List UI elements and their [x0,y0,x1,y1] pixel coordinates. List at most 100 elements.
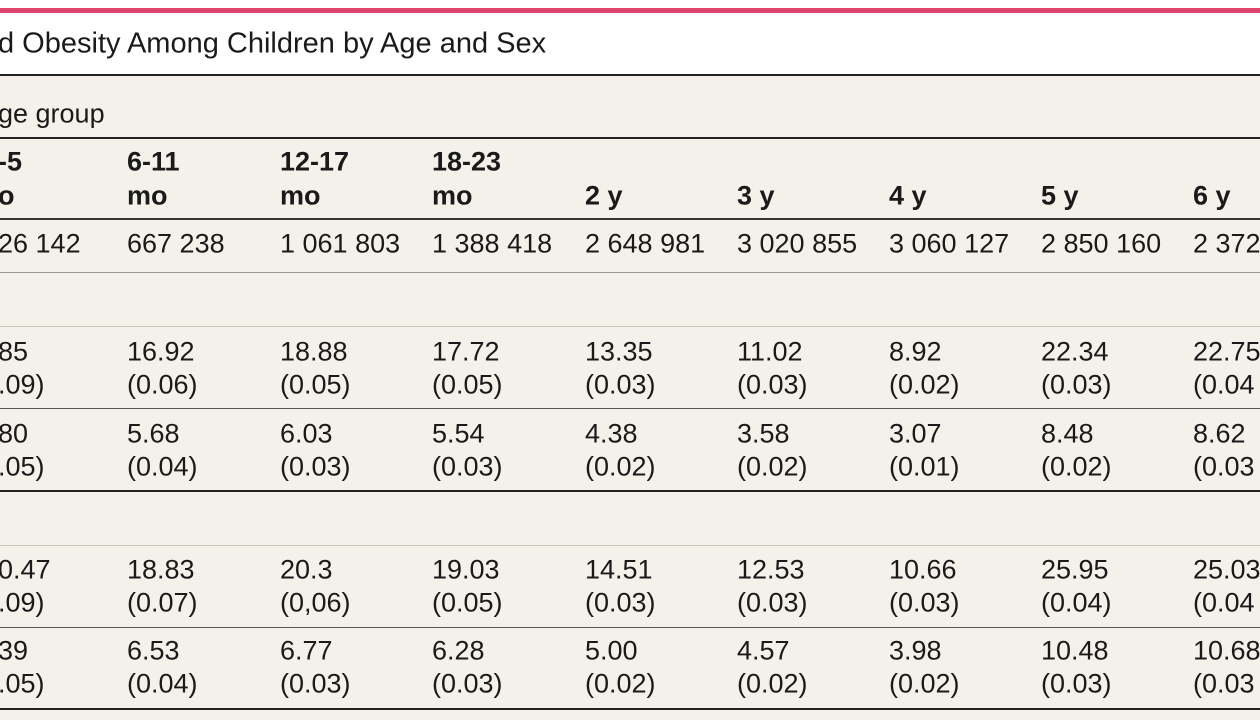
value-cell: (0.03) [432,451,503,482]
value-cell: (0.02) [737,451,808,482]
row-rule [0,218,1260,220]
count-cell: 3 060 127 [889,228,1010,259]
value-cell: 17.72 [432,336,500,367]
value-cell: (0.03 [1193,451,1255,482]
column-header: -5 [0,146,23,177]
value-cell: (0.02) [737,668,808,699]
value-cell: (0.01) [889,451,960,482]
row-rule [0,490,1260,492]
value-cell: (0.03) [737,369,808,400]
value-cell: (0.03) [432,668,503,699]
row-rule [0,708,1260,710]
value-cell: 3.07 [889,418,942,449]
value-cell: .09) [0,587,45,618]
value-cell: 39 [0,635,29,666]
value-cell: 12.53 [737,554,805,585]
value-cell: (0.02) [889,369,960,400]
value-cell: (0.02) [585,451,656,482]
value-cell: (0.05) [432,369,503,400]
value-cell: 8.92 [889,336,942,367]
row-rule [0,545,1260,546]
column-header: 4 y [889,180,927,211]
value-cell: 80 [0,418,29,449]
value-cell: (0.04 [1193,587,1255,618]
value-cell: 18.83 [127,554,195,585]
value-cell: (0.02) [1041,451,1112,482]
value-cell: 25.03 [1193,554,1260,585]
column-header: 6 y [1193,180,1231,211]
value-cell: (0.03) [585,369,656,400]
value-cell: (0.06) [127,369,198,400]
section-label: ge group [0,98,105,129]
value-cell: 25.95 [1041,554,1109,585]
value-cell: (0.04) [127,451,198,482]
value-cell: 8.48 [1041,418,1094,449]
value-cell: (0.03) [889,587,960,618]
value-cell: (0.03) [280,451,351,482]
value-cell: 6.03 [280,418,333,449]
count-cell: 2 850 160 [1041,228,1162,259]
row-rule [0,326,1260,327]
column-header: mo [127,180,168,211]
count-cell: 1 061 803 [280,228,401,259]
value-cell: 8.62 [1193,418,1246,449]
count-cell: 26 142 [0,228,81,259]
value-cell: 22.34 [1041,336,1109,367]
value-cell: 3.58 [737,418,790,449]
value-cell: 6.53 [127,635,180,666]
row-rule [0,74,1260,76]
value-cell: 10.48 [1041,635,1109,666]
row-rule [0,408,1260,409]
table-title: d Obesity Among Children by Age and Sex [0,27,547,60]
row-rule [0,137,1260,139]
value-cell: 14.51 [585,554,653,585]
count-cell: 1 388 418 [432,228,553,259]
column-header: 3 y [737,180,775,211]
column-header: 18-23 [432,146,502,177]
value-cell: (0.07) [127,587,198,618]
value-cell: 85 [0,336,29,367]
value-cell: 11.02 [737,336,803,367]
value-cell: 18.88 [280,336,348,367]
value-cell: (0.05) [432,587,503,618]
value-cell: (0.03) [280,668,351,699]
value-cell: (0.05) [280,369,351,400]
column-header: mo [432,180,473,211]
value-cell: .09) [0,369,45,400]
value-cell: 10.66 [889,554,957,585]
count-cell: 2 648 981 [585,228,706,259]
value-cell: (0.04 [1193,369,1255,400]
column-header: 12-17 [280,146,350,177]
column-header: mo [280,180,321,211]
value-cell: 16.92 [127,336,195,367]
value-cell: (0.03) [1041,668,1112,699]
value-cell: (0.04) [127,668,198,699]
value-cell: .05) [0,451,45,482]
column-header: 2 y [585,180,623,211]
value-cell: (0.02) [889,668,960,699]
value-cell: (0.03) [737,587,808,618]
count-cell: 3 020 855 [737,228,858,259]
value-cell: 0.47 [0,554,51,585]
accent-bar [0,8,1260,13]
value-cell: 4.38 [585,418,638,449]
value-cell: (0.04) [1041,587,1112,618]
value-cell: (0,06) [280,587,351,618]
value-cell: 5.68 [127,418,180,449]
row-rule [0,272,1260,273]
value-cell: 5.00 [585,635,638,666]
column-header: 6-11 [127,146,180,177]
column-header: o [0,180,15,211]
value-cell: 10.68 [1193,635,1260,666]
value-cell: (0.02) [585,668,656,699]
value-cell: 20.3 [280,554,333,585]
row-rule [0,627,1260,628]
value-cell: 4.57 [737,635,790,666]
value-cell: 13.35 [585,336,653,367]
value-cell: (0.03) [1041,369,1112,400]
value-cell: .05) [0,668,45,699]
column-header: 5 y [1041,180,1079,211]
value-cell: 22.75 [1193,336,1260,367]
value-cell: 6.28 [432,635,485,666]
